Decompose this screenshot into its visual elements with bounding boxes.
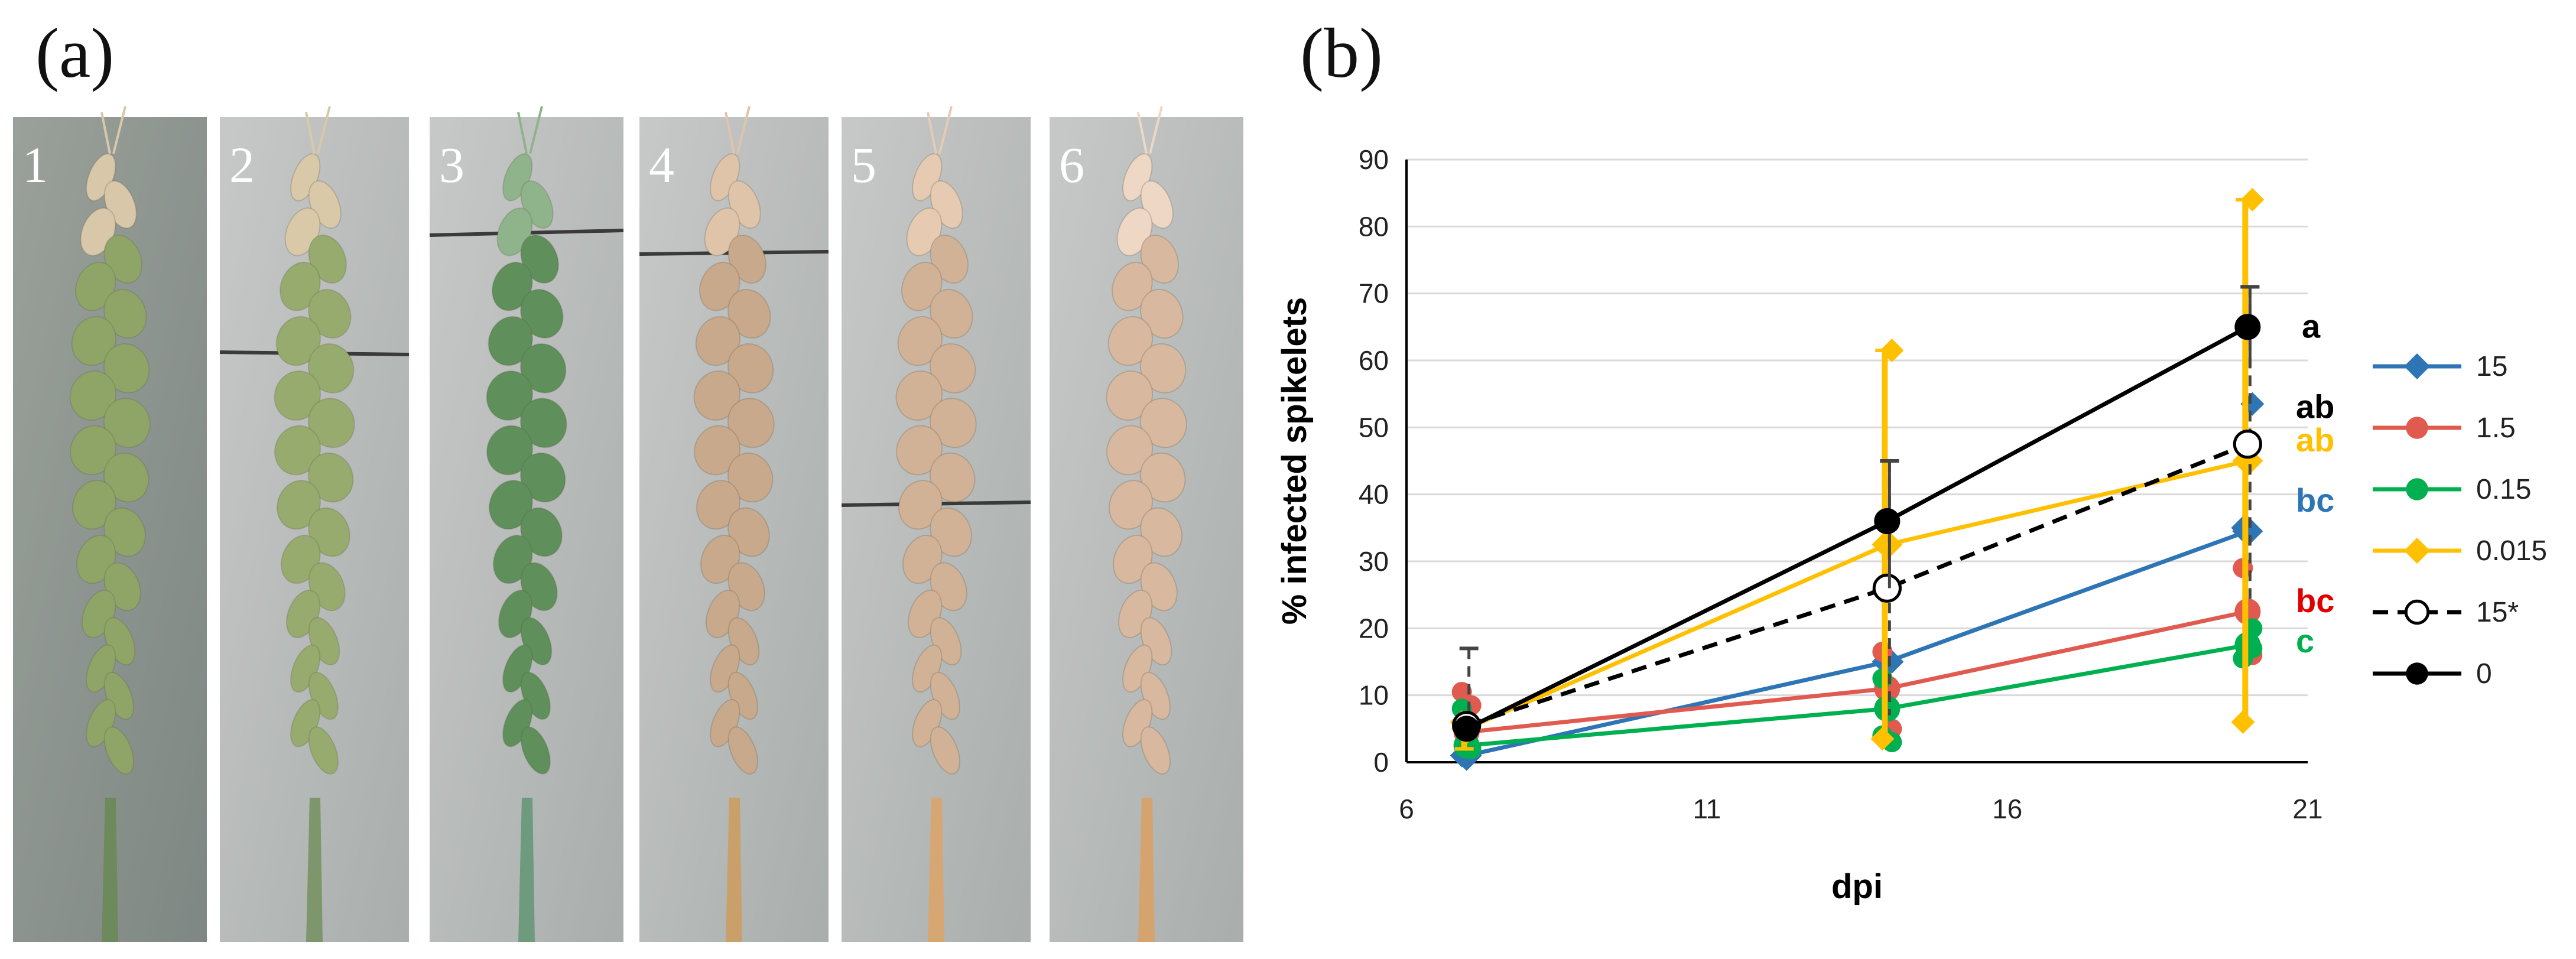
ytick-label-70: 70 [1359,278,1389,309]
significance-label-0: a [2302,307,2321,344]
series-0 [1453,285,2261,742]
panel-label-a: (a) [35,14,115,92]
series-15* [1452,285,2262,740]
legend-label-0.015: 0.015 [2476,535,2547,567]
significance-label-1: ab [2296,388,2334,425]
x-axis-label: dpi [1831,867,1883,906]
legend-marker-15* [2404,599,2430,625]
legend-marker-0.015 [2404,538,2430,564]
xtick-label-21: 21 [2292,794,2322,824]
significance-label-5: c [2296,622,2314,659]
photo-2: 2 [219,106,410,942]
mean-point-0.015-14 [1872,529,1903,560]
legend-label-15*: 15* [2476,597,2519,628]
ytick-label-30: 30 [1359,546,1389,577]
legend-entry-0.15: 0.15 [2373,474,2531,505]
ytick-label-90: 90 [1359,144,1389,175]
legend-label-0: 0 [2476,658,2492,690]
ytick-label-20: 20 [1359,613,1389,643]
xtick-label-6: 6 [1399,794,1414,824]
mean-point-0-14 [1874,508,1901,535]
mean-point-0-7 [1453,716,1480,742]
panel-label-b: (b) [1300,14,1383,92]
ytick-label-0: 0 [1373,747,1389,778]
photo-number-4: 4 [649,136,674,193]
photo-1: 1 [13,106,207,942]
mean-point-15*-20 [2233,430,2262,459]
legend-entry-15: 15 [2373,351,2507,382]
significance-label-2: ab [2296,421,2334,459]
photo-5: 5 [841,106,1031,942]
legend-marker-15 [2404,353,2430,379]
photo-6: 6 [1050,106,1243,942]
legend-label-15: 15 [2476,351,2507,382]
ytick-label-60: 60 [1359,345,1389,376]
legend-entry-0: 0 [2373,658,2492,690]
mean-point-0-20 [2234,314,2261,340]
chart: 0 10 20 30 40 50 60 70 80 90 6 11 16 21 dpi % infected … [1275,144,2547,906]
photo-number-5: 5 [851,136,876,193]
photo-4: 4 [639,106,829,942]
ytick-label-40: 40 [1359,479,1389,510]
legend-entry-0.015: 0.015 [2373,535,2547,567]
legend-marker-1.5 [2406,417,2428,439]
legend-marker-0 [2406,662,2428,685]
y-axis-label: % infected spikelets [1275,297,1314,625]
wheat-spike-photos: 1 2 3 4 5 6 [13,106,1243,942]
ytick-label-10: 10 [1359,680,1389,711]
ytick-label-80: 80 [1359,211,1389,242]
legend-marker-0.15 [2406,478,2428,500]
series-line-0.015 [1466,459,2249,731]
significance-label-4: bc [2296,582,2334,619]
xtick-label-11: 11 [1693,794,1721,824]
legend-entry-1.5: 1.5 [2373,412,2516,444]
photo-number-2: 2 [229,136,255,193]
legend-label-0.15: 0.15 [2476,474,2531,505]
series-0.015 [1450,188,2265,751]
legend-label-1.5: 1.5 [2476,412,2516,444]
series-15 [1450,392,2265,771]
photo-number-3: 3 [439,136,464,193]
photo-number-1: 1 [22,136,48,193]
ytick-label-50: 50 [1359,412,1389,443]
series-line-15* [1466,442,2249,727]
mean-point-15*-14 [1872,573,1902,603]
xtick-label-16: 16 [1992,794,2022,824]
photo-number-6: 6 [1059,136,1084,193]
photo-3: 3 [429,106,624,942]
series-1.5 [1451,558,2263,746]
significance-label-3: bc [2296,482,2334,519]
legend-entry-15*: 15* [2373,597,2519,628]
